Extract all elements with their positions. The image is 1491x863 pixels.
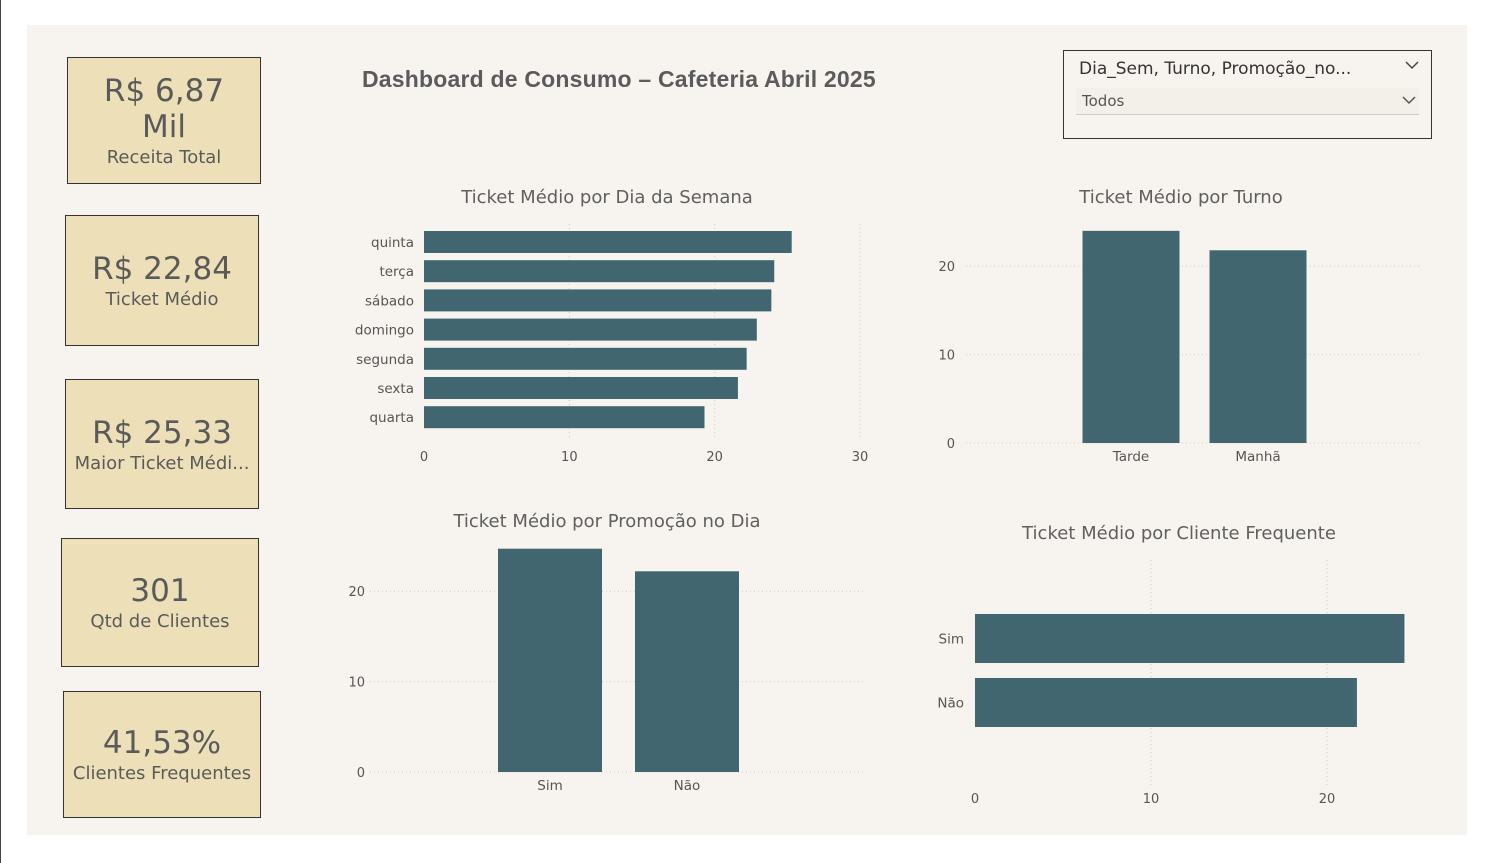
kpi-label: Clientes Frequentes <box>72 763 252 784</box>
kpi-card-clientes-frequentes[interactable]: 41,53% Clientes Frequentes <box>63 691 261 818</box>
kpi-value: R$ 25,33 <box>92 414 232 451</box>
kpi-value: R$ 6,87 Mil <box>103 73 225 145</box>
kpi-card-ticket-medio[interactable]: R$ 22,84 Ticket Médio <box>65 215 259 346</box>
kpi-card-maior-ticket[interactable]: R$ 25,33 Maior Ticket Médi... <box>65 379 259 509</box>
kpi-value: 301 <box>130 573 190 609</box>
kpi-value: R$ 22,84 <box>92 251 232 287</box>
page-title: Dashboard de Consumo – Cafeteria Abril 2… <box>362 66 876 92</box>
kpi-label: Maior Ticket Médi... <box>74 452 250 474</box>
slicer-dropdown[interactable]: Todos <box>1076 88 1419 115</box>
kpi-card-receita[interactable]: R$ 6,87 Mil Receita Total <box>67 57 261 184</box>
chevron-down-icon[interactable] <box>1401 92 1417 108</box>
chevron-down-icon[interactable] <box>1404 57 1420 73</box>
kpi-label: Receita Total <box>106 147 222 168</box>
kpi-label: Qtd de Clientes <box>90 611 230 632</box>
slicer-selected-value: Todos <box>1082 92 1125 110</box>
slicer-header: Dia_Sem, Turno, Promoção_no... <box>1079 59 1352 79</box>
window-edge <box>0 0 1 863</box>
kpi-label: Ticket Médio <box>105 289 219 310</box>
kpi-card-qtd-clientes[interactable]: 301 Qtd de Clientes <box>61 538 259 667</box>
filter-slicer[interactable]: Dia_Sem, Turno, Promoção_no... Todos <box>1063 50 1432 139</box>
kpi-value: 41,53% <box>102 725 222 761</box>
